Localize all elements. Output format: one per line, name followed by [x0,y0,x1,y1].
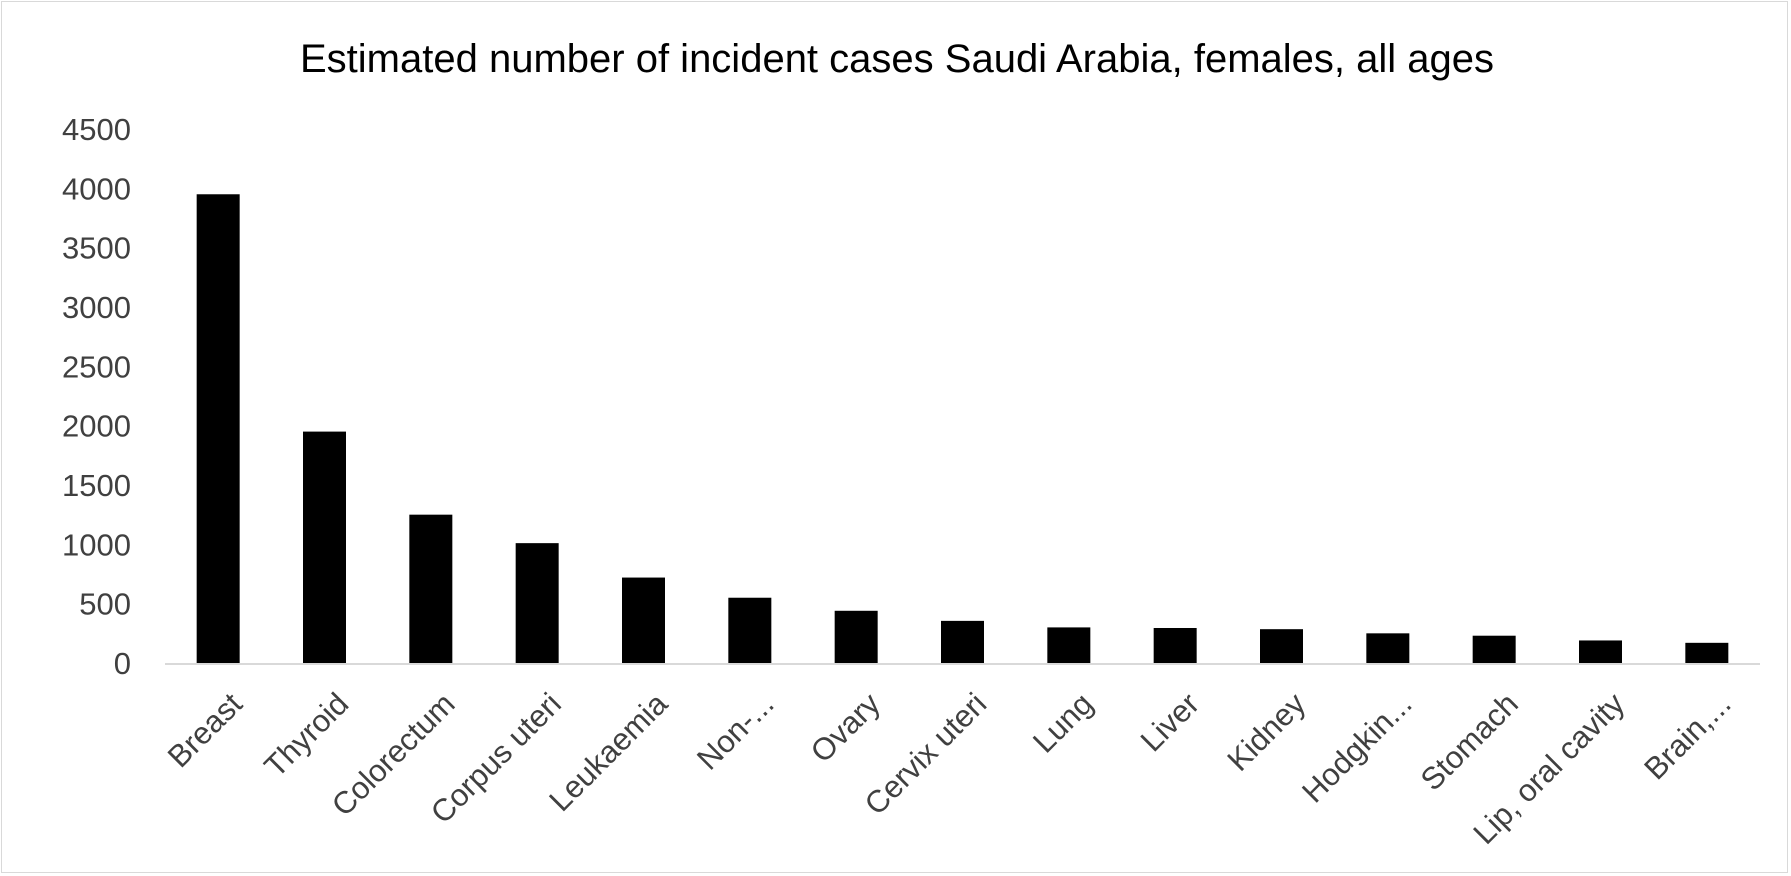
y-tick-label: 4500 [62,112,131,147]
y-tick-label: 1500 [62,468,131,503]
bar [1366,633,1410,663]
x-category-label: Lung [1026,686,1100,760]
y-tick-label: 4000 [62,171,131,206]
bar [196,194,240,663]
x-category-label: Thyroid [257,686,355,784]
x-category-label: Breast [161,686,249,774]
bar [1260,629,1303,663]
bar [515,543,559,663]
y-tick-label: 2000 [62,409,131,444]
y-tick-label: 3500 [62,231,131,266]
bar [622,577,665,663]
bar [1579,640,1622,663]
x-category-label: Ovary [804,686,888,770]
x-category-label: Hodgkin... [1295,686,1418,809]
y-tick-label: 0 [114,646,131,681]
y-tick-label: 3000 [62,290,131,325]
bar [303,431,346,663]
bar [1472,635,1516,663]
x-category-label: Kidney [1221,686,1313,778]
x-category-label: Liver [1134,686,1206,758]
bar [834,610,878,663]
bar [1685,642,1729,663]
y-tick-label: 1000 [62,527,131,562]
bar [941,620,984,663]
y-tick-label: 2500 [62,349,131,384]
x-category-label: Non-... [690,686,781,777]
y-tick-label: 500 [79,587,131,622]
bar [1047,627,1091,663]
y-axis-ticks: 0 500 1000 1500 2000 2500 3000 3500 4000 4500 [62,112,131,681]
x-category-label: Brain,... [1637,686,1737,786]
bar [409,514,453,663]
bars [196,194,1729,663]
bar [1153,627,1197,663]
x-category-label: Stomach [1414,686,1525,797]
bar [728,597,772,663]
chart-title: Estimated number of incident cases Saudi… [300,37,1494,81]
